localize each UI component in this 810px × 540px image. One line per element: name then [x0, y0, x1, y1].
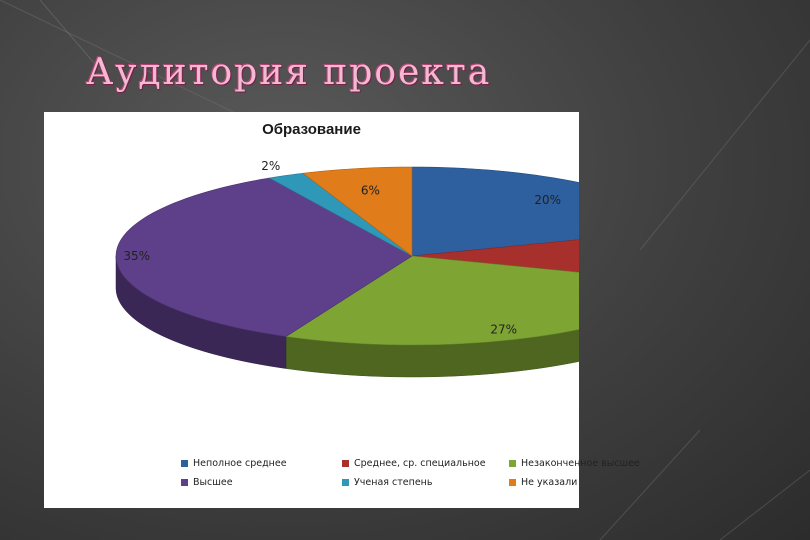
data-label-5: 6% [361, 183, 380, 197]
legend-item-2: Незаконченное высшее [509, 458, 640, 469]
data-label-3: 35% [123, 249, 150, 263]
data-label-4: 2% [261, 159, 280, 173]
pie-slice-4 [268, 172, 413, 257]
chart-title: Образование [262, 121, 361, 138]
legend-item-4: Ученая степень [342, 477, 432, 488]
legend-swatch-1 [342, 460, 349, 467]
legend-swatch-4 [342, 479, 349, 486]
legend-item-1: Среднее, ср. специальное [342, 458, 486, 469]
pie-slice-3 [115, 177, 413, 337]
legend-label-3: Высшее [193, 477, 233, 488]
pie-slice-1 [411, 239, 579, 273]
legend-swatch-5 [509, 479, 516, 486]
data-label-2: 27% [490, 322, 517, 336]
legend-item-5: Не указали [509, 477, 577, 488]
legend-item-3: Высшее [181, 477, 233, 488]
legend-label-2: Незаконченное высшее [521, 458, 640, 469]
pie-tops [115, 166, 579, 346]
legend-label-4: Ученая степень [354, 477, 433, 488]
legend-label-1: Среднее, ср. специальное [354, 458, 486, 469]
legend-label-0: Неполное среднее [193, 458, 287, 469]
pie-slice-5 [302, 166, 413, 257]
legend-label-5: Не указали [521, 477, 578, 488]
pie-slice-0 [411, 166, 579, 257]
data-label-0: 20% [534, 193, 561, 207]
legend-swatch-0 [181, 460, 188, 467]
legend-item-0: Неполное среднее [181, 458, 287, 469]
legend-swatch-2 [509, 460, 516, 467]
pie-slice-2 [285, 255, 579, 346]
chart-container: 20%10%27%35%2%6% Образование Неполное ср… [44, 112, 640, 508]
pie-chart: 20%10%27%35%2%6% [115, 159, 579, 378]
slide-title: Аудитория проекта [86, 52, 492, 93]
legend-swatch-3 [181, 479, 188, 486]
